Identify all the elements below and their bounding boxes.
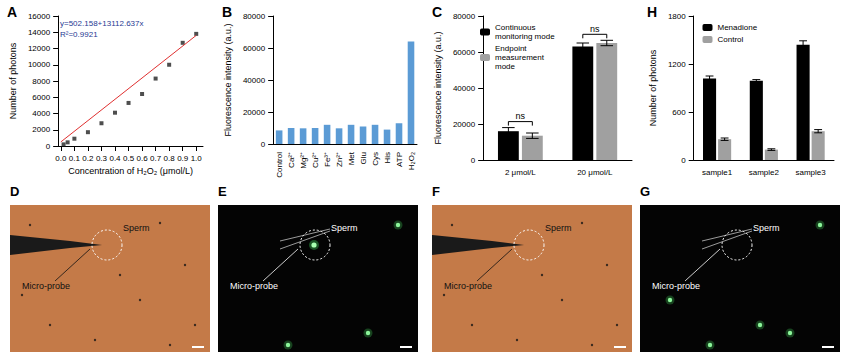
svg-text:Met: Met: [347, 151, 356, 165]
svg-text:Fluorescence intensity (a.u.): Fluorescence intensity (a.u.): [223, 23, 233, 136]
svg-text:6000: 6000: [32, 93, 50, 102]
svg-text:measurement: measurement: [495, 53, 546, 62]
svg-text:40000: 40000: [243, 76, 266, 85]
svg-text:20000: 20000: [243, 108, 266, 117]
svg-text:0: 0: [681, 156, 686, 165]
svg-text:R²=0.9921: R²=0.9921: [60, 30, 98, 39]
svg-text:Ca²⁺: Ca²⁺: [287, 152, 296, 168]
svg-text:E: E: [218, 184, 227, 199]
svg-text:8000: 8000: [32, 77, 50, 86]
svg-text:20000: 20000: [453, 120, 476, 129]
svg-text:0: 0: [471, 156, 476, 165]
svg-text:2000: 2000: [32, 125, 50, 134]
svg-text:14000: 14000: [28, 28, 51, 37]
svg-text:A: A: [7, 4, 17, 20]
svg-text:sample2: sample2: [749, 168, 780, 177]
svg-text:0.8: 0.8: [164, 154, 176, 163]
svg-text:0.9: 0.9: [177, 154, 189, 163]
svg-text:Micro-probe: Micro-probe: [230, 281, 278, 291]
svg-text:G: G: [640, 184, 650, 199]
svg-text:D: D: [10, 184, 19, 199]
svg-text:12000: 12000: [28, 44, 51, 53]
svg-text:80000: 80000: [453, 12, 476, 21]
svg-text:ATP: ATP: [395, 152, 404, 167]
svg-text:F: F: [432, 184, 440, 199]
svg-text:H: H: [647, 4, 657, 20]
svg-text:1800: 1800: [668, 12, 686, 21]
svg-text:40000: 40000: [453, 84, 476, 93]
svg-text:10000: 10000: [28, 60, 51, 69]
svg-text:Micro-probe: Micro-probe: [652, 281, 700, 291]
svg-text:60000: 60000: [453, 48, 476, 57]
svg-text:ns: ns: [590, 24, 600, 34]
svg-text:80000: 80000: [243, 12, 266, 21]
svg-text:sample1: sample1: [702, 168, 733, 177]
svg-text:0.7: 0.7: [150, 154, 162, 163]
svg-text:Glu: Glu: [359, 152, 368, 164]
svg-text:Control: Control: [275, 152, 284, 178]
svg-text:mode: mode: [495, 62, 516, 71]
svg-text:0.5: 0.5: [123, 154, 135, 163]
svg-text:1.0: 1.0: [191, 154, 203, 163]
svg-text:Micro-probe: Micro-probe: [444, 281, 492, 291]
svg-text:Number of photons: Number of photons: [8, 42, 18, 119]
svg-text:Mg²⁺: Mg²⁺: [299, 152, 308, 169]
svg-text:Menadione: Menadione: [718, 23, 758, 32]
svg-text:0.3: 0.3: [96, 154, 108, 163]
svg-text:0: 0: [46, 142, 51, 151]
svg-text:H₂O₂: H₂O₂: [407, 152, 416, 170]
svg-text:Concentration of H₂O₂ (μmol/L): Concentration of H₂O₂ (μmol/L): [68, 166, 193, 176]
svg-text:16000: 16000: [28, 12, 51, 21]
svg-text:Continuous: Continuous: [495, 23, 538, 32]
svg-text:0: 0: [261, 140, 266, 149]
svg-text:Control: Control: [718, 35, 744, 44]
svg-text:monitoring mode: monitoring mode: [495, 32, 555, 41]
svg-text:B: B: [222, 4, 232, 20]
svg-text:Fluorescence intensity (a.u.): Fluorescence intensity (a.u.): [433, 31, 443, 144]
svg-text:Sperm: Sperm: [331, 223, 358, 233]
svg-text:60000: 60000: [243, 44, 266, 53]
svg-text:Micro-probe: Micro-probe: [22, 281, 70, 291]
svg-text:1200: 1200: [668, 60, 686, 69]
svg-text:sample3: sample3: [795, 168, 826, 177]
svg-text:Sperm: Sperm: [545, 223, 572, 233]
svg-text:2 μmol/L: 2 μmol/L: [505, 168, 536, 177]
svg-text:20 μmol/L: 20 μmol/L: [577, 168, 613, 177]
svg-text:4000: 4000: [32, 109, 50, 118]
svg-text:0.6: 0.6: [137, 154, 149, 163]
svg-text:Sperm: Sperm: [753, 223, 780, 233]
svg-text:Endpoint: Endpoint: [495, 44, 529, 53]
svg-text:Fe³⁺: Fe³⁺: [323, 152, 332, 167]
svg-text:0.4: 0.4: [109, 154, 121, 163]
svg-text:Cu²⁺: Cu²⁺: [311, 152, 320, 168]
svg-text:0.2: 0.2: [82, 154, 94, 163]
svg-text:600: 600: [672, 108, 686, 117]
svg-text:0.0: 0.0: [55, 154, 67, 163]
svg-text:y=502.158+13112.637x: y=502.158+13112.637x: [60, 19, 143, 28]
svg-text:C: C: [432, 4, 442, 20]
svg-text:0.1: 0.1: [69, 154, 81, 163]
svg-text:His: His: [383, 152, 392, 164]
svg-text:Sperm: Sperm: [123, 223, 150, 233]
svg-text:Number of photons: Number of photons: [648, 49, 658, 126]
svg-text:Cys: Cys: [371, 152, 380, 166]
svg-text:Zn²⁺: Zn²⁺: [335, 152, 344, 167]
svg-text:ns: ns: [516, 111, 526, 121]
